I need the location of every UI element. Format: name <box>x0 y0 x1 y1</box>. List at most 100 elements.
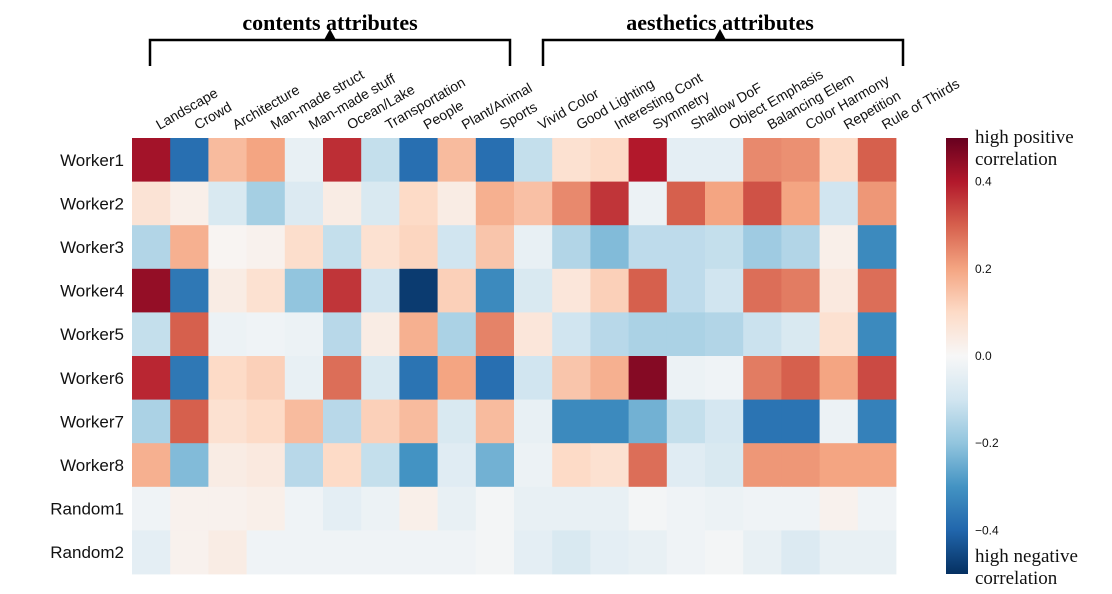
cell <box>208 138 247 182</box>
cell <box>361 530 400 575</box>
cell <box>666 268 706 313</box>
cell <box>857 181 897 226</box>
cell <box>323 138 362 182</box>
cell <box>361 399 400 444</box>
cell <box>781 225 820 270</box>
cell <box>475 181 515 226</box>
cell <box>857 268 897 313</box>
colorbar-tick-label: 0.0 <box>975 349 992 363</box>
cell <box>781 268 820 313</box>
cell <box>170 399 209 444</box>
cell <box>437 225 477 270</box>
cell <box>170 268 209 313</box>
cell <box>475 443 515 488</box>
cell <box>437 268 477 313</box>
colorbar-bottom-note-line2: correlation <box>975 568 1058 589</box>
cell <box>437 486 477 531</box>
cell <box>552 443 591 488</box>
cell <box>628 530 668 575</box>
cell <box>628 225 668 270</box>
cell <box>781 181 820 226</box>
cell <box>552 181 591 226</box>
cell <box>284 138 324 182</box>
cell <box>552 312 591 357</box>
cell <box>781 443 820 488</box>
cell <box>246 399 286 444</box>
cell <box>208 356 247 400</box>
cell <box>284 443 324 488</box>
cell <box>132 268 171 313</box>
cell <box>475 225 515 270</box>
cell <box>781 138 820 182</box>
cell <box>246 443 286 488</box>
cell <box>666 138 706 182</box>
row-label: Random1 <box>50 500 124 519</box>
cell <box>514 530 553 575</box>
cell <box>628 356 668 400</box>
cell <box>819 138 859 182</box>
cell <box>132 486 171 531</box>
cell <box>819 443 859 488</box>
cell <box>819 181 859 226</box>
row-label: Worker3 <box>60 238 124 257</box>
cell <box>628 312 668 357</box>
cell <box>246 225 286 270</box>
cell <box>552 356 591 400</box>
cell <box>514 486 553 531</box>
cell <box>361 443 400 488</box>
cell <box>284 399 324 444</box>
cell <box>132 225 171 270</box>
cell <box>590 312 629 357</box>
cell <box>743 312 782 357</box>
cell <box>628 268 668 313</box>
cell <box>590 138 629 182</box>
cell <box>666 181 706 226</box>
cell <box>284 268 324 313</box>
cell <box>514 312 553 357</box>
cell <box>705 486 744 531</box>
cell <box>781 356 820 400</box>
cell <box>819 312 859 357</box>
cell <box>514 356 553 400</box>
cell <box>399 312 438 357</box>
colorbar-bottom-note-line1: high negative <box>975 546 1078 567</box>
cell <box>819 530 859 575</box>
cell <box>399 486 438 531</box>
cell <box>705 399 744 444</box>
cell <box>170 486 209 531</box>
bracket-center-marker-contents <box>324 29 336 40</box>
cell <box>705 138 744 182</box>
cell <box>743 486 782 531</box>
cell <box>743 268 782 313</box>
cell <box>514 443 553 488</box>
row-label: Worker7 <box>60 412 124 431</box>
cell <box>552 138 591 182</box>
cell <box>743 443 782 488</box>
cell <box>284 225 324 270</box>
bracket-contents <box>148 38 512 66</box>
cell <box>399 181 438 226</box>
cell <box>132 356 171 400</box>
cell <box>475 486 515 531</box>
cell <box>514 225 553 270</box>
cell <box>323 225 362 270</box>
cell <box>399 138 438 182</box>
cell <box>857 443 897 488</box>
cell <box>399 443 438 488</box>
cell <box>552 486 591 531</box>
cell <box>246 486 286 531</box>
cell <box>284 486 324 531</box>
cell <box>475 399 515 444</box>
cell <box>208 399 247 444</box>
cell <box>743 399 782 444</box>
cell <box>743 225 782 270</box>
cell <box>437 181 477 226</box>
cell <box>743 138 782 182</box>
cell <box>590 530 629 575</box>
cell <box>514 399 553 444</box>
cell <box>819 486 859 531</box>
cell <box>475 356 515 400</box>
colorbar-tick-label: −0.2 <box>975 436 999 450</box>
cell <box>705 356 744 400</box>
